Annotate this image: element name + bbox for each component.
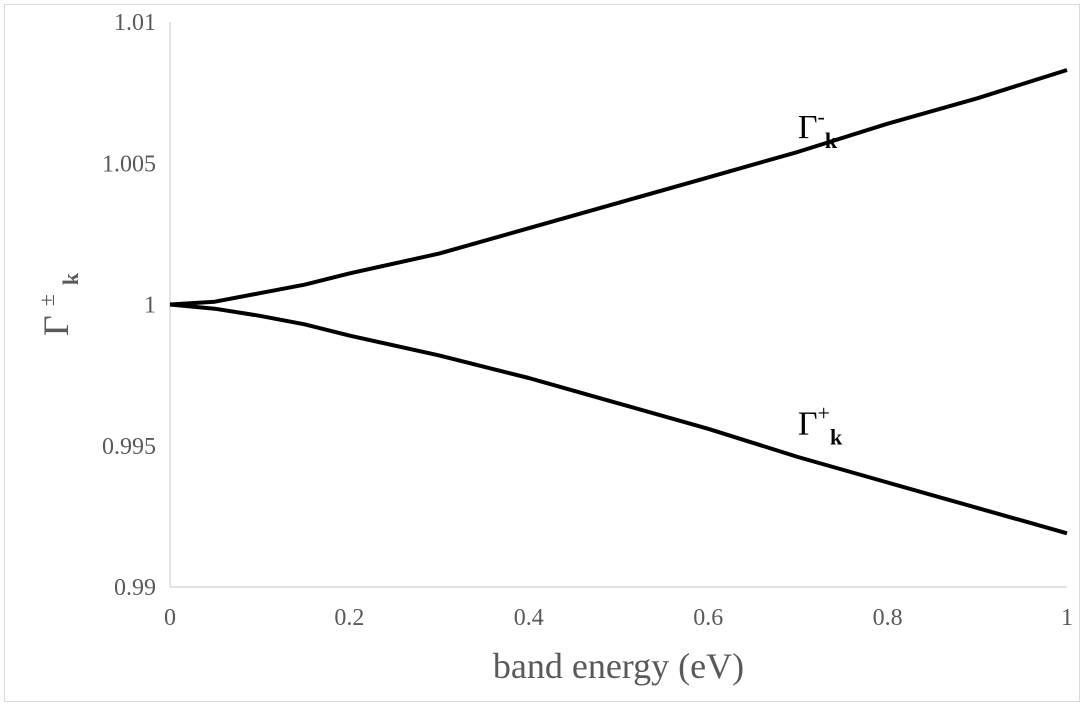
axes xyxy=(169,22,1067,588)
x-tick-label-5: 1 xyxy=(1061,605,1073,631)
series-label-sup: + xyxy=(818,400,830,425)
series-label-sub: k xyxy=(830,424,843,449)
x-tick-label-2: 0.4 xyxy=(514,605,544,631)
series-label-1: Γ+k xyxy=(798,400,843,449)
x-tick-label-4: 0.8 xyxy=(873,605,903,631)
x-tick-label-1: 0.2 xyxy=(334,605,364,631)
y-axis-title-sub: k xyxy=(58,272,83,285)
x-tick-labels: 0 0.2 0.4 0.6 0.8 1 xyxy=(164,605,1073,631)
x-tick-label-3: 0.6 xyxy=(693,605,723,631)
y-tick-label-0: 0.99 xyxy=(114,575,156,601)
series-line-1 xyxy=(169,302,1068,536)
y-tick-label-1: 0.995 xyxy=(102,434,156,460)
y-tick-labels: 0.99 0.995 1 1.005 1.01 xyxy=(102,10,156,601)
y-tick-label-4: 1.01 xyxy=(114,10,156,36)
series-label-0: Γ-k xyxy=(798,104,838,153)
x-tick-label-0: 0 xyxy=(164,605,176,631)
series-label-base: Γ xyxy=(798,109,818,146)
series-label-sup: - xyxy=(818,104,825,129)
series-label-sub: k xyxy=(825,128,838,153)
y-axis-title: Γ ± k xyxy=(22,272,83,336)
series-labels: Γ-kΓ+k xyxy=(798,104,843,450)
series-lines xyxy=(169,68,1068,536)
y-axis-title-sup: ± xyxy=(34,294,59,306)
y-axis-title-base: Γ xyxy=(36,315,76,336)
x-axis-title: band energy (eV) xyxy=(493,646,744,686)
series-line-0 xyxy=(169,68,1068,307)
y-tick-label-2: 1 xyxy=(144,293,156,319)
y-tick-label-3: 1.005 xyxy=(102,151,156,177)
series-label-base: Γ xyxy=(798,405,818,442)
